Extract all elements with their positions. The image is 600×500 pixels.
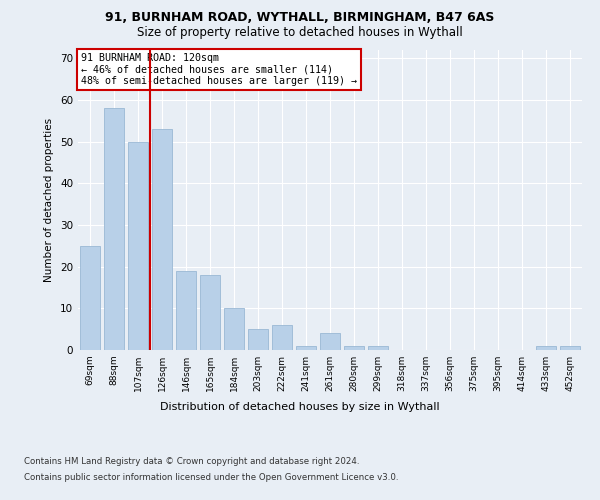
Bar (200, 275, 220, 350)
Bar (104, 108, 124, 350)
Bar (320, 334, 340, 350)
Bar (128, 142, 148, 350)
Bar (248, 329, 268, 350)
Text: Size of property relative to detached houses in Wythall: Size of property relative to detached ho… (137, 26, 463, 39)
Text: Distribution of detached houses by size in Wythall: Distribution of detached houses by size … (160, 402, 440, 412)
Bar (536, 346, 556, 350)
Bar (80, 246, 100, 350)
Bar (296, 346, 316, 350)
Text: Contains HM Land Registry data © Crown copyright and database right 2024.: Contains HM Land Registry data © Crown c… (24, 458, 359, 466)
Bar (224, 308, 244, 350)
Text: 91, BURNHAM ROAD, WYTHALL, BIRMINGHAM, B47 6AS: 91, BURNHAM ROAD, WYTHALL, BIRMINGHAM, B… (106, 11, 494, 24)
Bar (272, 325, 292, 350)
Y-axis label: Number of detached properties: Number of detached properties (44, 118, 55, 282)
Bar (560, 346, 580, 350)
Text: Contains public sector information licensed under the Open Government Licence v3: Contains public sector information licen… (24, 472, 398, 482)
Text: 91 BURNHAM ROAD: 120sqm
← 46% of detached houses are smaller (114)
48% of semi-d: 91 BURNHAM ROAD: 120sqm ← 46% of detache… (80, 53, 356, 86)
Bar (176, 271, 196, 350)
Bar (152, 129, 172, 350)
Bar (344, 346, 364, 350)
Bar (368, 346, 388, 350)
